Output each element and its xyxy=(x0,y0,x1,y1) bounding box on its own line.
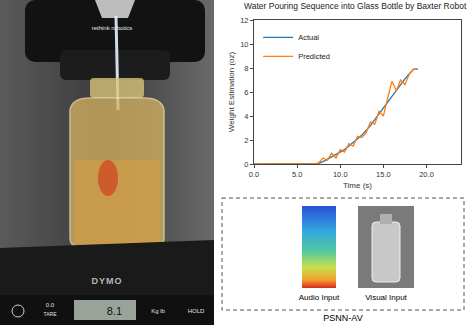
svg-text:12: 12 xyxy=(240,16,248,25)
svg-text:10.0: 10.0 xyxy=(333,170,348,179)
svg-text:15.0: 15.0 xyxy=(376,170,391,179)
svg-text:Water Pouring Sequence into Gl: Water Pouring Sequence into Glass Bottle… xyxy=(244,1,467,11)
svg-text:6: 6 xyxy=(244,88,248,97)
svg-text:8: 8 xyxy=(244,64,248,73)
svg-text:Kg lb: Kg lb xyxy=(151,308,165,314)
svg-text:DYMO: DYMO xyxy=(92,276,123,286)
svg-text:10: 10 xyxy=(240,40,248,49)
svg-text:Predicted: Predicted xyxy=(298,52,330,61)
svg-text:PSNN-AV: PSNN-AV xyxy=(323,313,362,323)
svg-text:rethink robotics: rethink robotics xyxy=(92,25,133,31)
svg-text:0.0: 0.0 xyxy=(46,302,55,308)
svg-text:HOLD: HOLD xyxy=(188,308,205,314)
svg-text:TARE: TARE xyxy=(44,311,58,317)
svg-text:5.0: 5.0 xyxy=(292,170,302,179)
svg-text:4: 4 xyxy=(244,112,248,121)
svg-text:0.0: 0.0 xyxy=(249,170,259,179)
svg-text:20.0: 20.0 xyxy=(419,170,434,179)
svg-text:Time (s): Time (s) xyxy=(343,181,372,190)
svg-text:8.1: 8.1 xyxy=(107,305,122,317)
svg-text:Actual: Actual xyxy=(298,33,319,42)
svg-text:Audio Input: Audio Input xyxy=(299,293,340,302)
svg-text:Weight Estimation (oz): Weight Estimation (oz) xyxy=(227,52,236,133)
svg-text:0: 0 xyxy=(244,160,248,169)
svg-text:Visual Input: Visual Input xyxy=(365,293,407,302)
svg-text:2: 2 xyxy=(244,136,248,145)
